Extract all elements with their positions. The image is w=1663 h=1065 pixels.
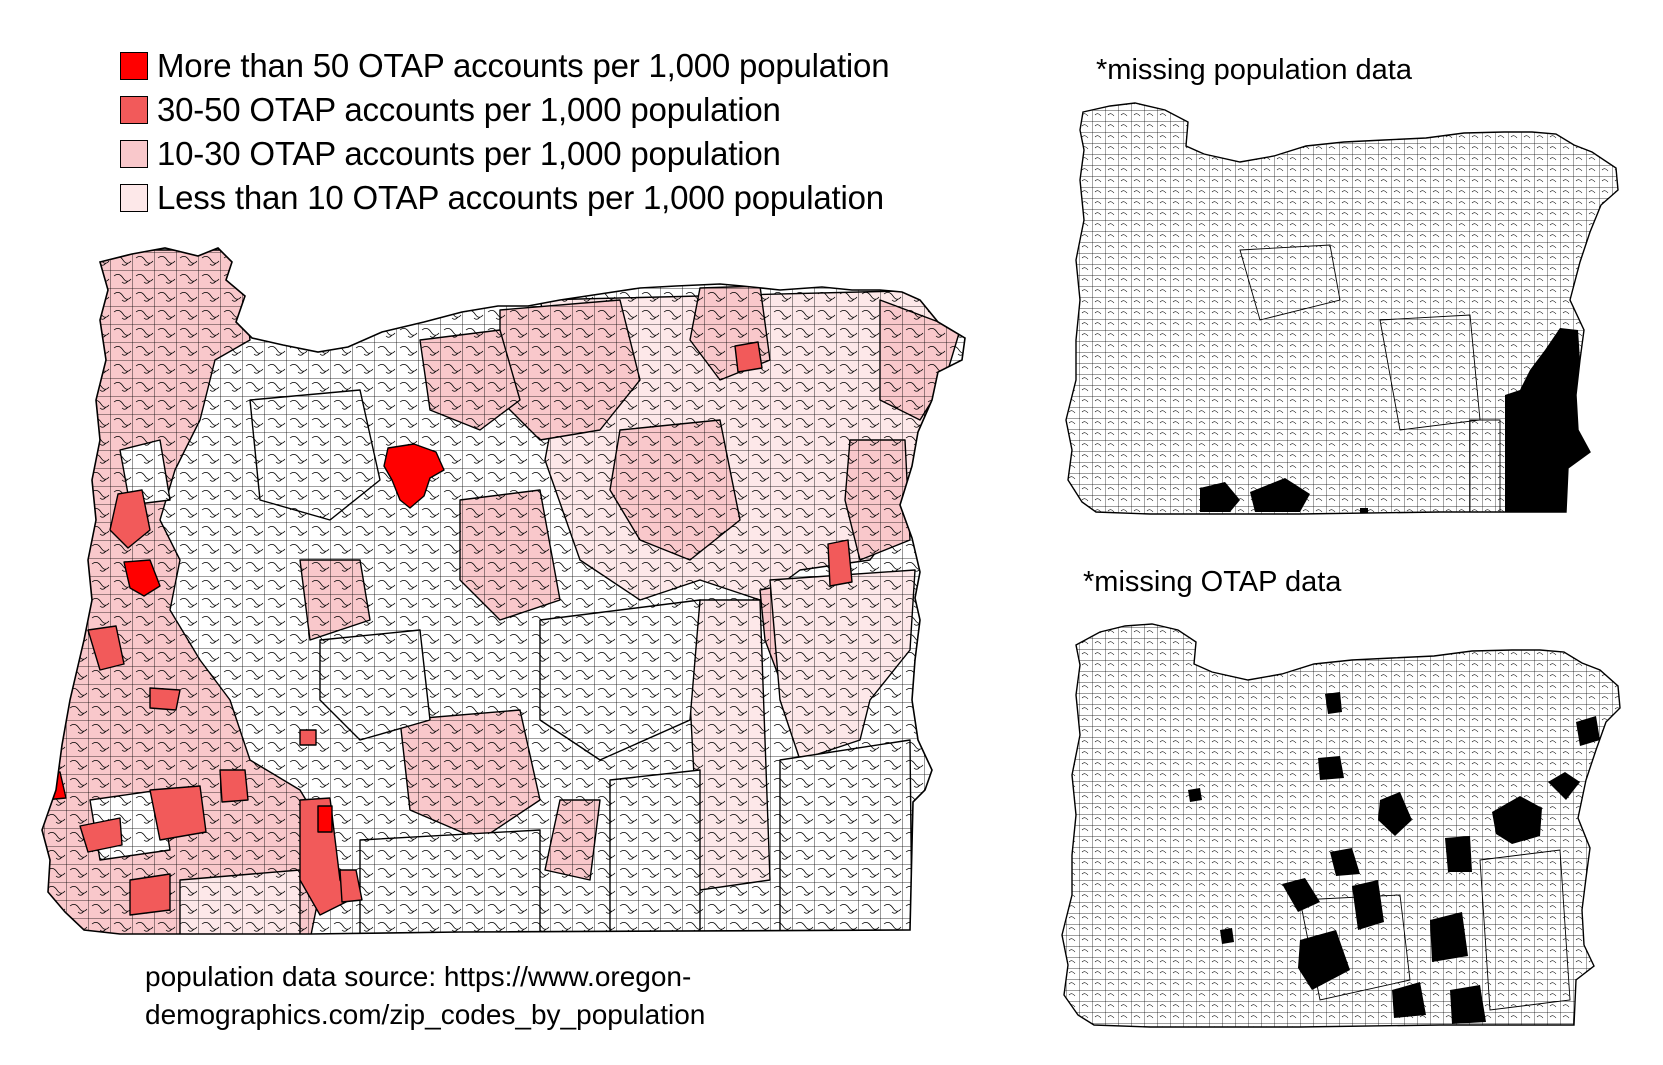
inset-otap-missing-12 bbox=[1392, 982, 1426, 1018]
inset-otap-white-2 bbox=[1479, 849, 1571, 1011]
inset-otap-title: *missing OTAP data bbox=[1083, 566, 1342, 598]
zip-30-50-coast-2 bbox=[87, 625, 125, 671]
inset-otap-missing-8 bbox=[1282, 878, 1320, 912]
legend-item-30-50: 30-50 OTAP accounts per 1,000 population bbox=[120, 88, 889, 132]
inset-otap-missing-6 bbox=[1445, 836, 1472, 872]
zip-gt50-coast bbox=[123, 559, 161, 597]
inset-otap-missing-1 bbox=[1325, 692, 1342, 714]
source-line-1: population data source: https://www.oreg… bbox=[145, 961, 692, 992]
inset-population-missing-south-1 bbox=[1200, 482, 1240, 512]
legend-swatch-30-50 bbox=[120, 96, 148, 124]
inset-otap-missing-16 bbox=[1188, 788, 1202, 802]
inset-population-title: *missing population data bbox=[1096, 54, 1412, 86]
legend-label-lt10: Less than 10 OTAP accounts per 1,000 pop… bbox=[157, 179, 884, 216]
legend-swatch-gt50 bbox=[120, 52, 148, 80]
inset-otap-missing-4 bbox=[1492, 796, 1542, 844]
zip-gt50-south bbox=[317, 805, 333, 833]
inset-otap-missing-13 bbox=[1450, 985, 1486, 1024]
legend-label-30-50: 30-50 OTAP accounts per 1,000 population bbox=[157, 91, 781, 128]
zip-30-50-east bbox=[827, 539, 853, 587]
inset-otap-missing-9 bbox=[1352, 880, 1384, 930]
zip-30-50-south-2 bbox=[129, 873, 171, 916]
inset-otap-missing-15 bbox=[1576, 716, 1600, 746]
inset-population-white-1 bbox=[1239, 244, 1341, 321]
inset-otap-missing-14 bbox=[1220, 928, 1234, 944]
inset-population-missing-east bbox=[1505, 328, 1590, 512]
inset-otap-outline bbox=[1061, 623, 1621, 1028]
inset-otap-missing-2 bbox=[1318, 756, 1344, 780]
source-line-2: demographics.com/zip_codes_by_population bbox=[145, 999, 706, 1030]
inset-otap-map bbox=[1061, 623, 1621, 1028]
inset-otap-missing-3 bbox=[1378, 792, 1412, 836]
zip-30-50-south-4 bbox=[299, 729, 317, 746]
zip-30-50-coast-1 bbox=[109, 489, 151, 549]
inset-population-map bbox=[1065, 102, 1619, 515]
zip-30-50-coast-3 bbox=[149, 687, 181, 711]
inset-otap-missing-11 bbox=[1298, 930, 1350, 990]
population-source-note: population data source: https://www.oreg… bbox=[145, 958, 705, 1034]
legend-swatch-lt10 bbox=[120, 184, 148, 212]
legend-item-gt50: More than 50 OTAP accounts per 1,000 pop… bbox=[120, 44, 890, 88]
legend-item-10-30: 10-30 OTAP accounts per 1,000 population bbox=[120, 132, 889, 176]
inset-population-missing-south-2 bbox=[1250, 478, 1310, 512]
legend-label-10-30: 10-30 OTAP accounts per 1,000 population bbox=[157, 135, 781, 172]
zip-30-50-south-3 bbox=[219, 769, 249, 803]
zip-30-50-southwest-1 bbox=[149, 785, 207, 841]
zip-gt50-central bbox=[383, 443, 445, 509]
inset-otap-missing-7 bbox=[1330, 848, 1360, 876]
map-legend: More than 50 OTAP accounts per 1,000 pop… bbox=[120, 44, 890, 220]
main-map bbox=[41, 247, 966, 935]
inset-population-missing-south-3 bbox=[1360, 508, 1368, 514]
legend-item-lt10: Less than 10 OTAP accounts per 1,000 pop… bbox=[120, 176, 889, 220]
zip-30-50-northeast bbox=[734, 341, 763, 373]
legend-label-gt50: More than 50 OTAP accounts per 1,000 pop… bbox=[157, 47, 890, 84]
zip-30-50-southwest-2 bbox=[79, 817, 123, 853]
main-map-outline bbox=[41, 247, 966, 935]
inset-population-outline bbox=[1065, 102, 1619, 515]
inset-otap-missing-10 bbox=[1430, 912, 1468, 962]
inset-otap-missing-5 bbox=[1548, 772, 1580, 800]
zip-30-50-south-5 bbox=[339, 869, 363, 903]
legend-swatch-10-30 bbox=[120, 140, 148, 168]
